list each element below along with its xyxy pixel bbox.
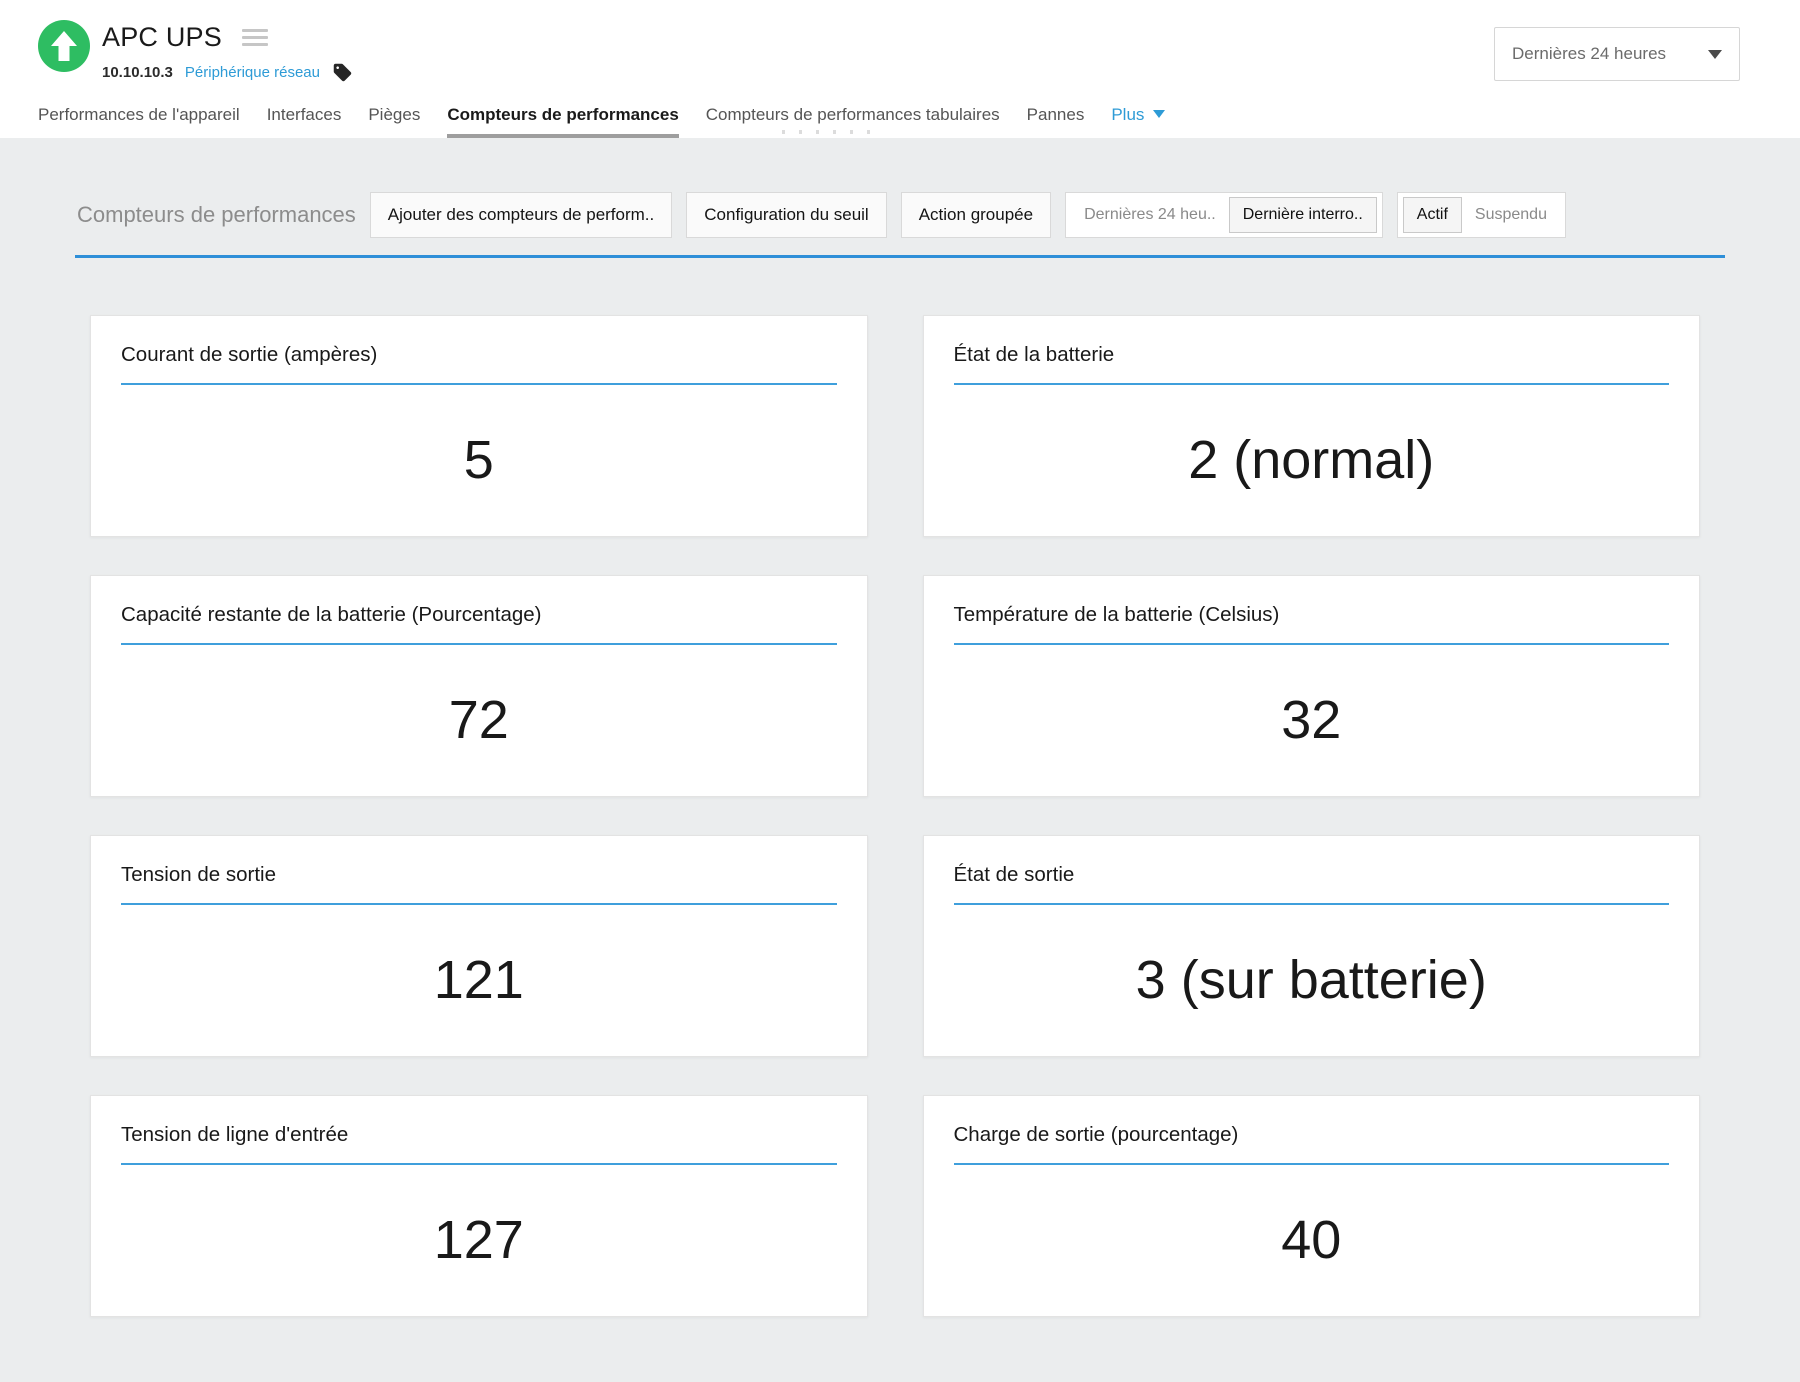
- tab-outages[interactable]: Pannes: [1026, 105, 1085, 124]
- toggle-last-poll[interactable]: Dernière interro..: [1228, 197, 1377, 233]
- counter-title: Courant de sortie (ampères): [121, 316, 837, 385]
- caret-down-icon: [1708, 49, 1722, 59]
- page-header: APC UPS 10.10.10.3 Périphérique réseau D…: [0, 0, 1800, 138]
- counter-value: 127: [433, 1210, 524, 1270]
- counter-card-input-line-voltage: Tension de ligne d'entrée 127: [90, 1095, 868, 1317]
- tab-scroll-dots: [782, 130, 872, 134]
- counter-value: 5: [463, 430, 494, 490]
- tab-more-label: Plus: [1111, 105, 1145, 124]
- toggle-suspended[interactable]: Suspendu: [1474, 206, 1547, 223]
- caret-down-icon: [1153, 110, 1166, 118]
- tab-traps[interactable]: Pièges: [368, 105, 421, 124]
- counter-card-output-status: État de sortie 3 (sur batterie): [922, 835, 1700, 1057]
- counter-value: 2 (normal): [1188, 430, 1435, 490]
- counter-title: Capacité restante de la batterie (Pource…: [121, 576, 837, 645]
- state-toggle: Actif Suspendu: [1396, 192, 1566, 238]
- counter-card-battery-capacity: Capacité restante de la batterie (Pource…: [90, 575, 868, 797]
- counter-card-output-current: Courant de sortie (ampères) 5: [90, 315, 868, 537]
- tag-icon[interactable]: [332, 62, 353, 83]
- counter-value: 3 (sur batterie): [1135, 950, 1487, 1010]
- toggle-active[interactable]: Actif: [1402, 197, 1462, 233]
- device-header: APC UPS 10.10.10.3 Périphérique réseau: [0, 20, 1800, 83]
- device-title: APC UPS: [102, 22, 222, 52]
- counter-title: État de sortie: [953, 836, 1669, 905]
- counter-title: Température de la batterie (Celsius): [953, 576, 1669, 645]
- main-content: Compteurs de performances Ajouter des co…: [0, 138, 1800, 1317]
- toolbar: Compteurs de performances Ajouter des co…: [75, 192, 1725, 258]
- counter-value: 32: [1281, 690, 1342, 750]
- time-mode-toggle: Dernières 24 heu.. Dernière interro..: [1065, 192, 1383, 238]
- device-status-icon: [38, 20, 90, 72]
- hamburger-menu-icon[interactable]: [241, 25, 268, 50]
- bulk-action-button[interactable]: Action groupée: [900, 192, 1052, 238]
- counter-card-battery-status: État de la batterie 2 (normal): [922, 315, 1700, 537]
- threshold-config-button[interactable]: Configuration du seuil: [686, 192, 887, 238]
- counter-title: Tension de sortie: [121, 836, 837, 905]
- counter-value: 121: [433, 950, 524, 1010]
- counter-value: 72: [448, 690, 509, 750]
- time-range-dropdown[interactable]: Dernières 24 heures: [1494, 27, 1740, 81]
- tab-device-performance[interactable]: Performances de l'appareil: [38, 105, 240, 124]
- counter-card-battery-temperature: Température de la batterie (Celsius) 32: [922, 575, 1700, 797]
- device-title-block: APC UPS 10.10.10.3 Périphérique réseau: [102, 20, 353, 83]
- tab-performance-counters[interactable]: Compteurs de performances: [447, 105, 679, 138]
- tab-interfaces[interactable]: Interfaces: [266, 105, 342, 124]
- tab-tabular-performance-counters[interactable]: Compteurs de performances tabulaires: [705, 105, 1000, 124]
- counter-title: Tension de ligne d'entrée: [121, 1096, 837, 1165]
- time-range-label: Dernières 24 heures: [1512, 44, 1667, 63]
- counters-grid: Courant de sortie (ampères) 5 État de la…: [90, 315, 1700, 1317]
- counter-card-output-voltage: Tension de sortie 121: [90, 835, 868, 1057]
- tab-more[interactable]: Plus: [1111, 105, 1166, 138]
- counter-title: État de la batterie: [953, 316, 1669, 385]
- counter-value: 40: [1281, 1210, 1342, 1270]
- counter-title: Charge de sortie (pourcentage): [953, 1096, 1669, 1165]
- counter-card-output-load: Charge de sortie (pourcentage) 40: [922, 1095, 1700, 1317]
- device-ip: 10.10.10.3: [102, 64, 173, 81]
- toggle-last-24h[interactable]: Dernières 24 heu..: [1084, 206, 1216, 223]
- section-title: Compteurs de performances: [77, 202, 356, 227]
- device-type-link[interactable]: Périphérique réseau: [184, 64, 320, 81]
- add-counters-button[interactable]: Ajouter des compteurs de perform..: [369, 192, 673, 238]
- tab-bar: Performances de l'appareil Interfaces Pi…: [0, 105, 1800, 138]
